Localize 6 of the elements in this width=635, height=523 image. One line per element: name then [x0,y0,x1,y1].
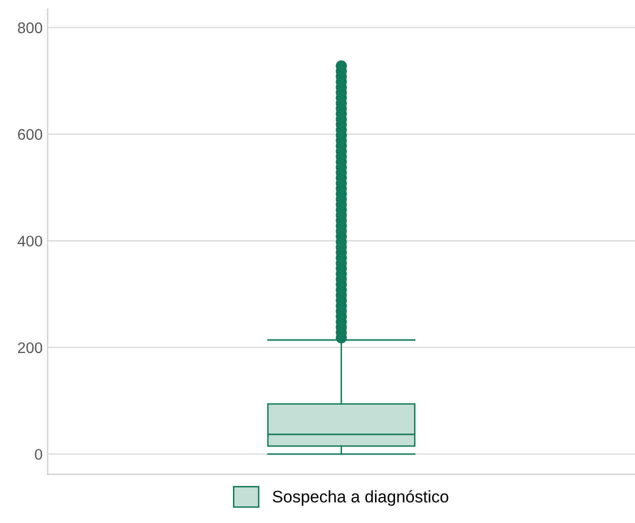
y-tick-label: 0 [34,448,42,460]
y-tick-label: 200 [18,342,42,354]
y-tick-label: 400 [18,236,42,247]
y-tick-label: 600 [18,129,42,140]
legend-label: Sospecha a diagnóstico [272,490,448,506]
y-tick-label: 800 [18,22,42,34]
